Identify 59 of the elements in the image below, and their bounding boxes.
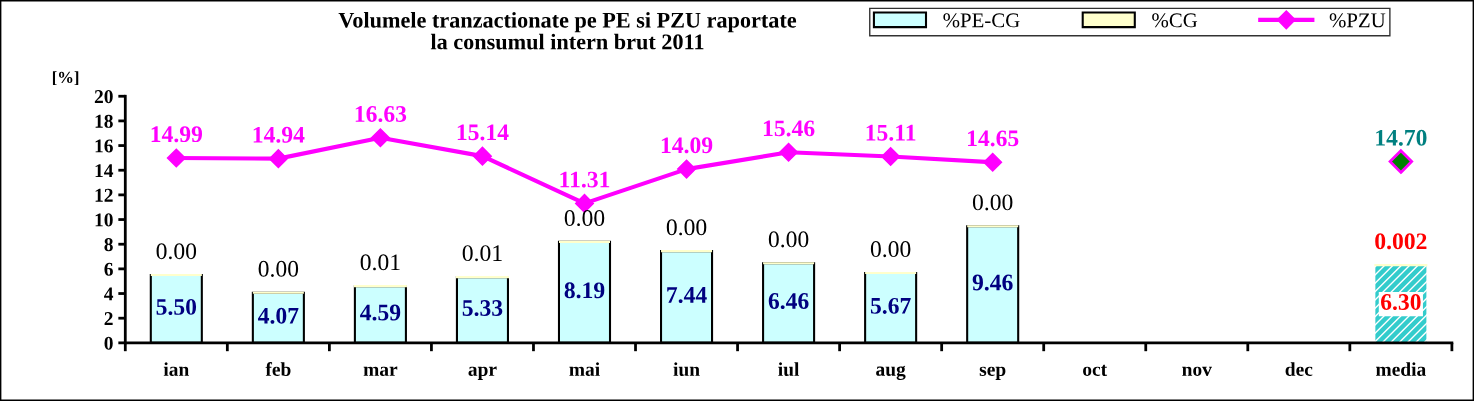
x-tick-label: ian [163, 362, 189, 376]
data-label: 0.01 [360, 254, 400, 271]
x-tick-label: nov [1182, 366, 1212, 376]
x-tick-label: mai [569, 362, 600, 376]
data-label: 14.99 [151, 126, 203, 143]
data-label: 5.50 [156, 298, 197, 315]
y-tick-label: 14 [95, 164, 114, 177]
x-tick-label: aug [876, 365, 906, 380]
data-label: 16.63 [355, 106, 407, 122]
data-label: 11.31 [560, 171, 610, 188]
x-tick-label: dec [1285, 362, 1313, 376]
y-tick-label: 12 [95, 188, 113, 202]
x-tick-label: media [1376, 362, 1426, 376]
x-tick-label: apr [468, 366, 497, 380]
data-label: 0.00 [768, 231, 809, 248]
data-label: 4.59 [360, 304, 401, 321]
data-label: 0.00 [870, 241, 911, 258]
x-tick-label: iun [673, 362, 700, 377]
x-tick-label: iul [778, 362, 800, 377]
data-label: 15.14 [457, 124, 509, 141]
data-label: 8.19 [564, 282, 605, 299]
y-tick-label: 4 [104, 287, 114, 301]
data-label: 0.00 [564, 210, 605, 227]
y-tick-label: 0 [104, 336, 113, 350]
data-label: 4.07 [258, 307, 299, 324]
x-tick-label: feb [265, 362, 291, 376]
x-tick-label: sep [979, 366, 1006, 380]
data-label: 15.11 [866, 124, 916, 141]
data-label: 14.09 [661, 137, 713, 154]
chart-title: Volumele tranzactionate pe PE si PZU raportate la consumul intern brut 2011 [338, 12, 797, 50]
y-tick-label: 10 [95, 213, 113, 227]
data-label: 9.46 [972, 274, 1013, 291]
y-tick-label: 6 [104, 262, 113, 276]
data-label: 0.00 [666, 219, 707, 236]
data-label: 0.00 [972, 194, 1013, 211]
y-tick-label: 20 [94, 90, 113, 104]
y-axis-title: [%] [52, 71, 79, 86]
legend-label: %PE-CG [943, 13, 1020, 28]
data-label: 5.33 [462, 300, 503, 317]
y-tick-label: 16 [95, 139, 113, 153]
data-label: 14.65 [968, 130, 1019, 147]
legend-label: %CG [1152, 13, 1198, 28]
x-tick-label: oct [1083, 364, 1108, 376]
data-label: 0.00 [156, 243, 197, 260]
data-label: 5.67 [870, 297, 911, 314]
data-label: 14.70 [1376, 129, 1427, 146]
data-label: 0.00 [258, 260, 299, 277]
y-tick-label: 8 [104, 238, 113, 252]
y-tick-label: 18 [95, 114, 113, 128]
data-label: 0.01 [462, 245, 502, 262]
data-label: 14.94 [253, 126, 305, 143]
x-tick-label: mar [363, 366, 398, 376]
data-label: 6.46 [768, 293, 809, 310]
data-label: 15.46 [763, 120, 815, 137]
data-label: 6.30 [1381, 293, 1421, 311]
data-label: 7.44 [667, 287, 707, 303]
y-tick-label: 2 [104, 312, 113, 325]
legend-label: %PZU [1329, 13, 1386, 28]
data-label: 0.002 [1375, 233, 1427, 250]
